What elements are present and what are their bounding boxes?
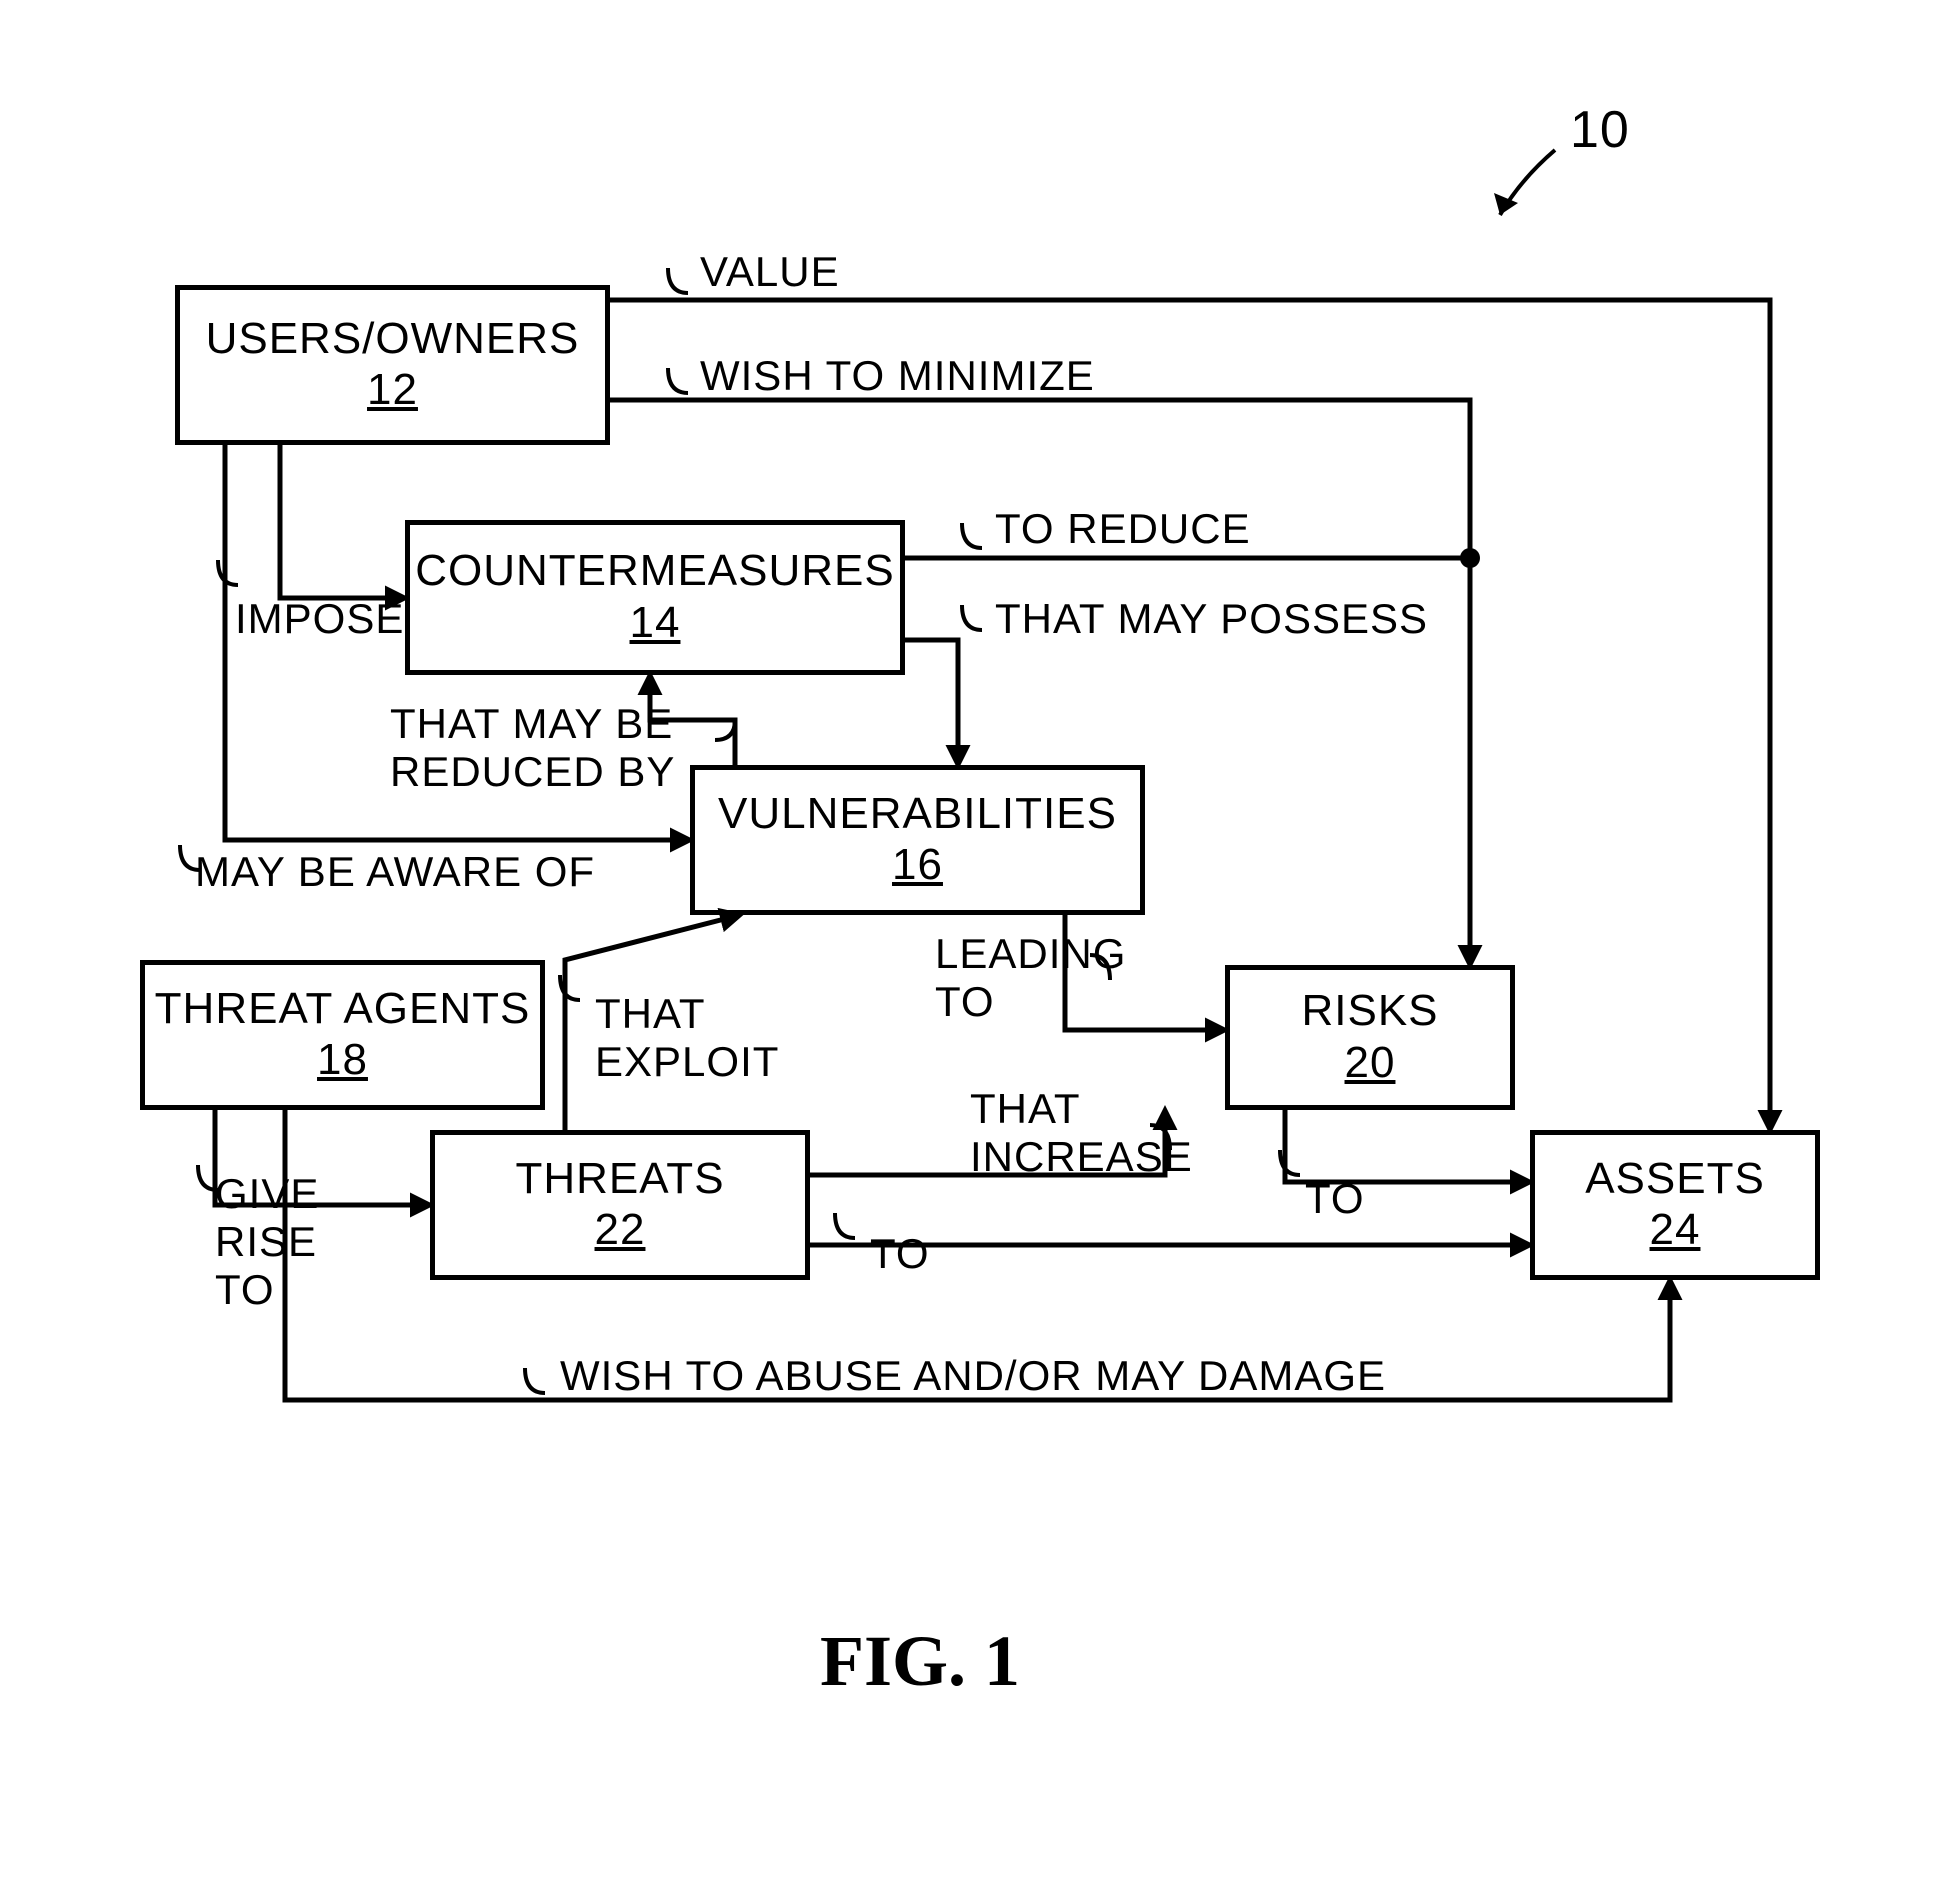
edge-label-to-risks: TO [1305, 1175, 1365, 1223]
node-title: USERS/OWNERS [206, 315, 580, 363]
node-title: THREAT AGENTS [155, 985, 531, 1033]
node-vulnerabilities: VULNERABILITIES 16 [690, 765, 1145, 915]
edge-label-to-reduce: TO REDUCE [995, 505, 1251, 553]
figure-ref-label: 10 [1570, 100, 1630, 160]
node-number: 16 [892, 840, 943, 890]
node-number: 24 [1650, 1205, 1701, 1255]
node-title: THREATS [515, 1155, 724, 1203]
node-number: 14 [630, 598, 681, 648]
edge-label-give-rise-to: GIVE RISE TO [215, 1170, 319, 1314]
edge-label-wish-minimize: WISH TO MINIMIZE [700, 352, 1095, 400]
edge-label-may-be-aware: MAY BE AWARE OF [195, 848, 595, 896]
edge-label-may-be-reduced: THAT MAY BE REDUCED BY [390, 700, 675, 796]
node-number: 18 [317, 1035, 368, 1085]
edge-label-may-possess: THAT MAY POSSESS [995, 595, 1428, 643]
node-threats: THREATS 22 [430, 1130, 810, 1280]
node-number: 12 [367, 365, 418, 415]
node-countermeasures: COUNTERMEASURES 14 [405, 520, 905, 675]
node-threat-agents: THREAT AGENTS 18 [140, 960, 545, 1110]
node-title: COUNTERMEASURES [415, 547, 895, 595]
node-users-owners: USERS/OWNERS 12 [175, 285, 610, 445]
edge-label-impose: IMPOSE [235, 595, 404, 643]
figure-stage: 10 USERS/OWNERS 12 COUNTERMEASURES 14 VU… [0, 0, 1953, 1877]
edge-label-that-increase: THAT INCREASE [970, 1085, 1193, 1181]
edge-label-leading-to: LEADING TO [935, 930, 1126, 1026]
figure-caption: FIG. 1 [820, 1620, 1020, 1703]
node-number: 22 [595, 1205, 646, 1255]
edge-label-to-threats: TO [870, 1230, 930, 1278]
node-title: RISKS [1301, 987, 1438, 1035]
edge-label-value: VALUE [700, 248, 840, 296]
node-title: ASSETS [1585, 1155, 1765, 1203]
edge-label-that-exploit: THAT EXPLOIT [595, 990, 779, 1086]
edge-label-wish-to-abuse: WISH TO ABUSE AND/OR MAY DAMAGE [560, 1352, 1386, 1400]
node-risks: RISKS 20 [1225, 965, 1515, 1110]
node-assets: ASSETS 24 [1530, 1130, 1820, 1280]
node-title: VULNERABILITIES [718, 790, 1117, 838]
node-number: 20 [1345, 1038, 1396, 1088]
